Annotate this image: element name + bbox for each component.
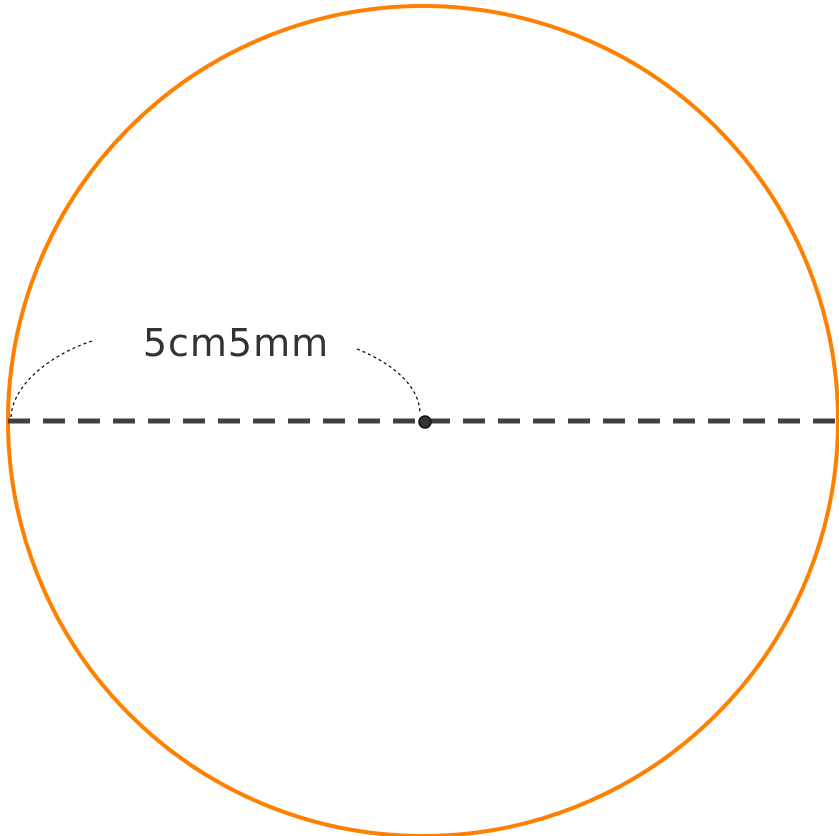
radius-brace-right: [356, 348, 421, 415]
radius-label: 5cm5mm: [143, 321, 329, 365]
radius-brace-left: [10, 340, 93, 418]
center-point: [418, 415, 432, 429]
